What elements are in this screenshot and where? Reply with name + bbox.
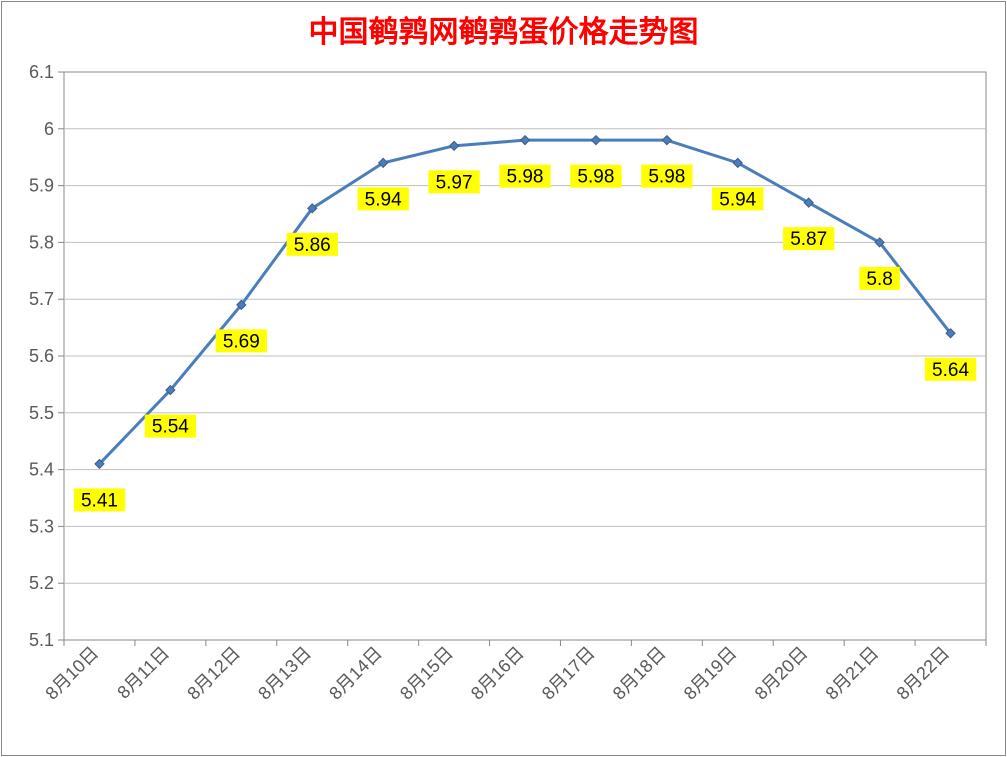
x-axis-tick-label: 8月17日 — [538, 643, 599, 704]
data-label: 5.8 — [866, 269, 892, 290]
x-axis-tick-label: 8月18日 — [609, 643, 670, 704]
data-label: 5.64 — [932, 360, 969, 381]
y-axis-tick-label: 5.7 — [29, 289, 54, 309]
data-label: 5.41 — [81, 490, 118, 511]
y-axis-tick-label: 5.5 — [29, 403, 54, 423]
chart-svg: 中国鹌鹑网鹌鹑蛋价格走势图 5.1 5.2 5.3 5.4 5.5 5.6 5.7 5.8 5.9… — [0, 0, 1007, 757]
y-axis-tick-label: 6.1 — [29, 62, 54, 82]
x-axis-tick-label: 8月12日 — [183, 643, 244, 704]
x-axis-tick-label: 8月22日 — [893, 643, 954, 704]
x-axis-tick-label: 8月15日 — [396, 643, 457, 704]
data-label: 5.98 — [648, 167, 685, 188]
y-axis-tick-label: 5.2 — [29, 573, 54, 593]
data-label: 5.98 — [577, 167, 614, 188]
y-axis-tick-label: 5.1 — [29, 630, 54, 650]
data-label: 5.94 — [365, 189, 402, 210]
data-label: 5.94 — [719, 189, 756, 210]
data-label: 5.98 — [507, 167, 544, 188]
y-axis-tick-label: 5.6 — [29, 346, 54, 366]
y-axis-tick-label: 6 — [44, 119, 54, 139]
data-label: 5.97 — [436, 172, 473, 193]
y-axis-tick-label: 5.8 — [29, 232, 54, 252]
x-axis-tick-label: 8月20日 — [751, 643, 812, 704]
data-label: 5.54 — [152, 417, 189, 438]
y-axis-tick-label: 5.4 — [29, 460, 54, 480]
data-label: 5.87 — [790, 229, 827, 250]
price-trend-chart: 中国鹌鹑网鹌鹑蛋价格走势图 5.1 5.2 5.3 5.4 5.5 5.6 5.7 5.8 5.9… — [0, 0, 1007, 757]
x-axis-tick-label: 8月13日 — [254, 643, 315, 704]
x-axis-tick-label: 8月11日 — [113, 643, 173, 703]
data-label: 5.86 — [294, 235, 331, 256]
x-axis-tick-label: 8月21日 — [822, 643, 883, 704]
data-label: 5.69 — [223, 331, 260, 352]
x-axis-tick-label: 8月16日 — [467, 643, 528, 704]
x-axis-tick-label: 8月14日 — [325, 643, 386, 704]
x-axis-tick-label: 8月19日 — [680, 643, 741, 704]
y-axis-tick-label: 5.3 — [29, 516, 54, 536]
y-axis-tick-label: 5.9 — [29, 176, 54, 196]
x-axis-tick-label: 8月10日 — [41, 643, 102, 704]
chart-title: 中国鹌鹑网鹌鹑蛋价格走势图 — [309, 16, 699, 49]
